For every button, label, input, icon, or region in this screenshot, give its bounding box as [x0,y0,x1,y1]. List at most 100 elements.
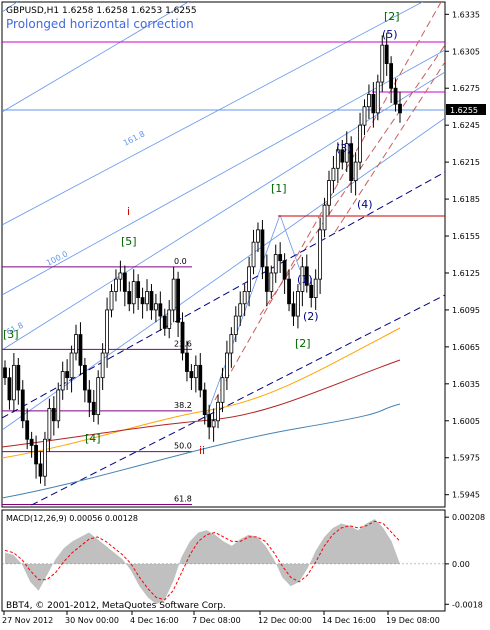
price-tick-label: 1.6005 [452,417,480,426]
time-axis: 27 Nov 2012 30 Nov 00:00 4 Dec 16:00 7 Dec … [2,611,440,625]
wave-label-green: [5] [121,235,137,248]
price-tick-label: 1.6305 [452,47,480,56]
wave-labels: [2] [1] [5] [3] [4] [2] (5) (3) (4) (1) … [3,10,400,457]
macd-axis: 0.00208 0.00 -0.0018 [445,513,485,609]
candle-body [65,371,70,379]
candle-body [362,106,367,126]
candle-body [358,124,362,163]
candle-body [136,281,141,299]
candle-body [74,334,78,354]
candle-body [158,303,163,317]
chart-subtitle: Prolonged horizontal correction [6,17,194,31]
candle-body [82,364,87,391]
channel-line [204,214,281,421]
price-tick-label: 1.6095 [452,306,480,315]
channel-line [2,2,424,226]
candle-body [304,266,309,286]
macd-header: MACD(12,26,9) 0.00056 0.00128 [6,514,138,523]
candle-body [3,367,7,379]
channel-line [2,71,445,351]
red-dashed-line [334,61,445,233]
fib-label: 0.0 [174,257,187,266]
channel-line [2,117,445,431]
candle-body [167,309,172,329]
candle-body [393,87,398,105]
channel-line [2,2,18,13]
price-tick-label: 1.6215 [452,158,480,167]
candle-body [100,352,105,379]
candle-body [96,377,101,416]
candle-body [327,180,331,206]
candle-body [229,334,234,354]
candle-body [216,401,220,422]
price-axis: 1.6335 1.6305 1.6275 1.6245 1.6215 1.6185 1.61… [445,10,480,500]
candle-body [193,364,198,379]
candle-body [131,281,136,305]
candle-body [180,321,185,354]
candle-body [29,438,34,446]
price-tick-label: 1.6335 [452,10,480,19]
channel-line [2,49,445,296]
candle-body [7,377,12,401]
macd-histogram [5,518,400,605]
candle-body [43,438,47,477]
candle-body [198,364,203,391]
candle-body [251,241,256,268]
candle-body [296,291,300,317]
candle-body [122,272,127,292]
candle-body [60,371,65,391]
price-tick-label: 1.6035 [452,380,480,389]
candle-body [256,229,260,243]
candle-body [225,352,229,379]
candle-body [313,278,318,299]
price-tick-label: 1.6125 [452,269,480,278]
fib-label: 61.8 [174,495,192,504]
candle-body [162,315,167,329]
candle-body [153,303,158,311]
wave-label-red: i [127,205,130,218]
wave-label-green: [2] [295,337,311,350]
candle-body [189,371,194,379]
candle-body [118,272,123,280]
candle-body [380,44,385,83]
candle-body [127,291,132,305]
price-tick-label: 1.6065 [452,343,480,352]
candle-body [140,297,145,305]
time-tick-label: 4 Dec 16:00 [130,616,179,625]
candle-body [269,272,274,292]
price-pane-frame [1,1,446,508]
macd-indicator [2,518,445,605]
candle-body [242,291,247,305]
price-candles [3,32,402,487]
wave-label-blue: (3) [336,142,352,155]
macd-tick-label: -0.0018 [452,600,483,609]
candle-body [331,167,336,181]
channel-line [279,214,301,271]
price-tick-label: 1.6245 [452,121,480,130]
navy-dashed-line [2,171,445,419]
candle-body [38,463,43,477]
symbol-header: GBPUSD,H1 1.6258 1.6258 1.6253 1.6255 [6,6,197,16]
fib-label: 50.0 [174,442,192,451]
price-tick-label: 1.5945 [452,491,480,500]
candle-body [114,278,118,292]
wave-label-green: [3] [3,328,19,341]
macd-signal-line [4,520,401,601]
candle-body [300,266,305,292]
candle-body [233,315,238,335]
time-tick-label: 12 Dec 00:00 [258,616,312,625]
ma-orange [1,327,401,459]
candle-body [349,143,354,181]
price-tick-label: 1.6155 [452,232,480,241]
time-tick-label: 27 Nov 2012 [2,616,53,625]
macd-tick-label: 0.00 [452,560,470,569]
macd-tick-label: 0.00208 [452,513,485,522]
ma-steel [1,403,401,499]
candle-body [335,149,340,169]
fib-label: 38.2 [174,401,192,410]
candle-body [389,63,394,89]
candle-body [171,278,176,311]
candle-body [47,408,52,440]
time-tick-label: 14 Dec 16:00 [322,616,376,625]
